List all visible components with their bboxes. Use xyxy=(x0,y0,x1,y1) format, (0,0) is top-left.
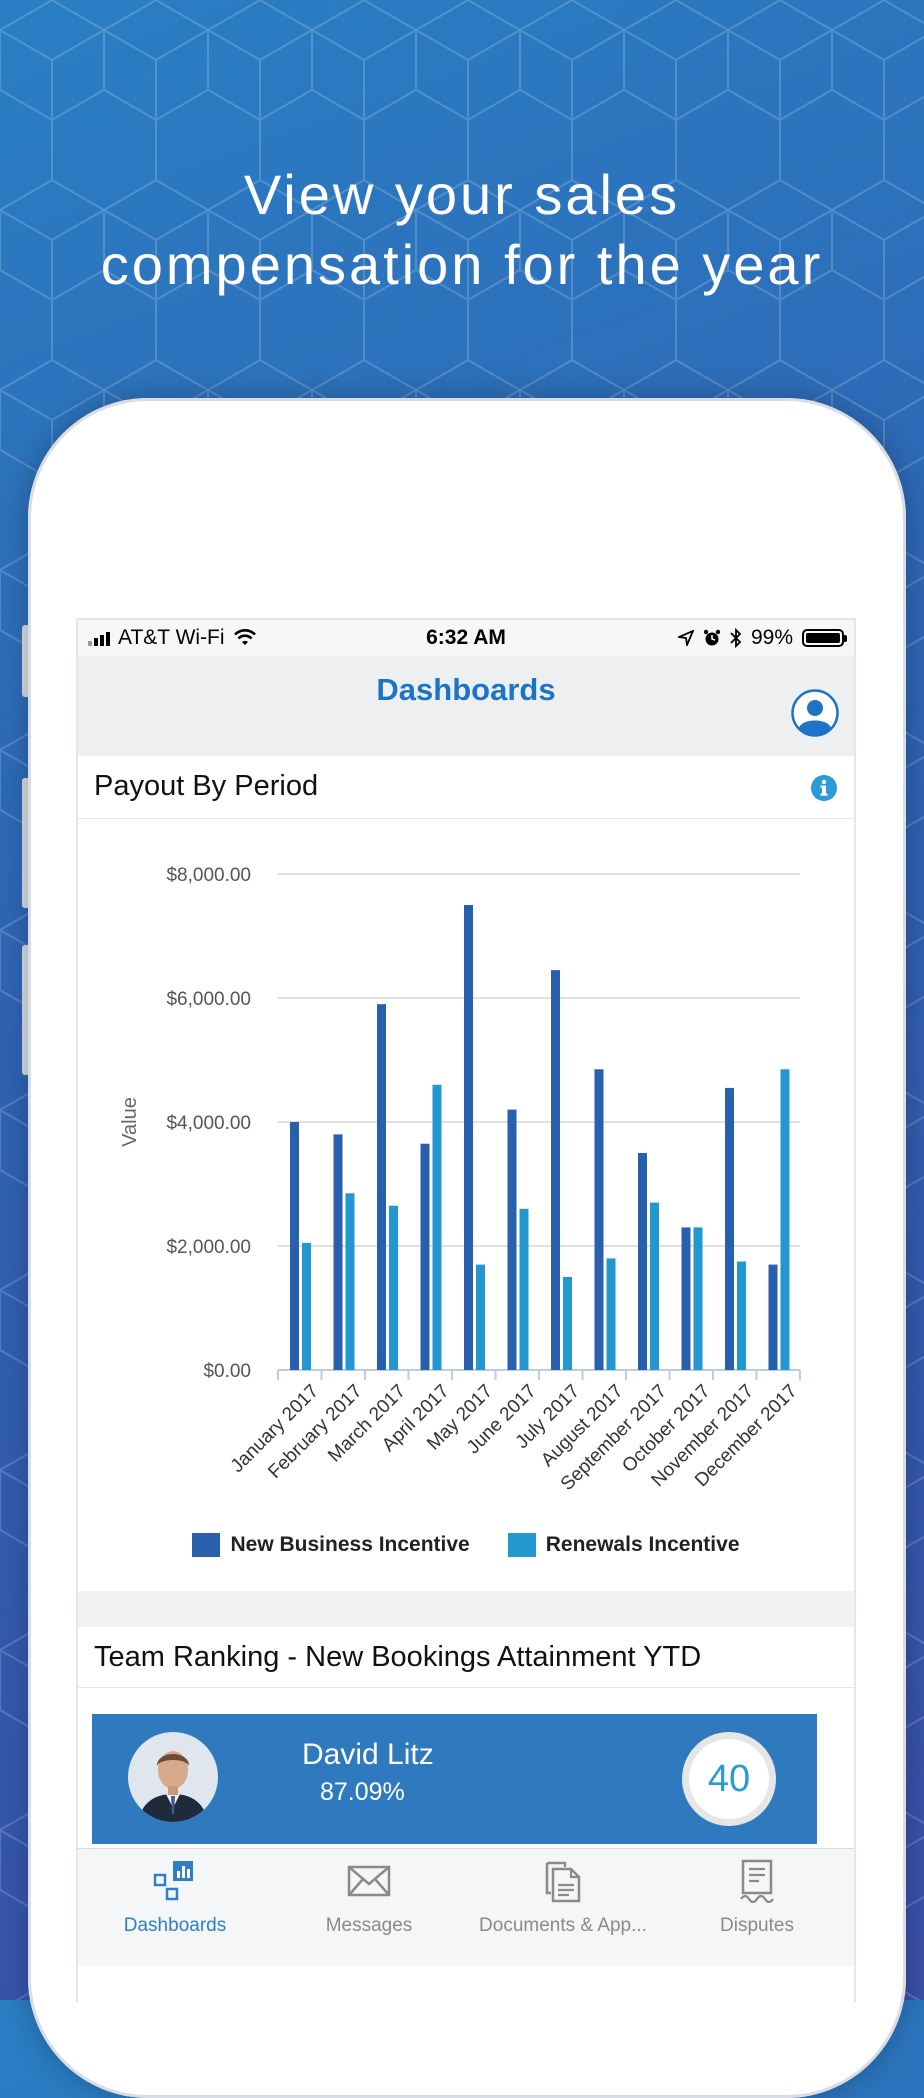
legend-item-new-business[interactable]: New Business Incentive xyxy=(192,1525,470,1565)
carrier-label: AT&T Wi-Fi xyxy=(118,626,225,649)
tab-label: Documents & App... xyxy=(479,1915,647,1936)
bar-new-business xyxy=(507,1109,517,1370)
bar-new-business xyxy=(594,1069,604,1370)
ranking-card-header: Team Ranking - New Bookings Attainment Y… xyxy=(78,1627,854,1688)
bar-renewals xyxy=(389,1205,398,1370)
payout-chart: $0.00 $2,000.00 $4,000.00 $6,000.00 $8,000.0… xyxy=(119,865,802,1495)
nav-bar: Dashboards xyxy=(78,656,854,756)
wifi-icon xyxy=(233,629,256,645)
status-time: 6:32 AM xyxy=(426,626,506,649)
phone-volume-down xyxy=(22,945,30,1075)
bar-renewals xyxy=(302,1242,311,1370)
bar-renewals xyxy=(563,1277,572,1370)
info-icon[interactable] xyxy=(810,774,838,802)
y-tick-label: $0.00 xyxy=(203,1361,251,1382)
status-bar: AT&T Wi-Fi 6:32 AM 99% xyxy=(78,620,854,656)
ranking-card-title: Team Ranking - New Bookings Attainment Y… xyxy=(94,1641,702,1673)
bar-renewals xyxy=(519,1208,529,1370)
bar-new-business xyxy=(290,1122,299,1370)
ranking-entry[interactable]: David Litz 87.09% 40 xyxy=(92,1714,817,1844)
bluetooth-icon xyxy=(730,628,742,648)
tab-label: Dashboards xyxy=(123,1915,227,1936)
ranked-person-name: David Litz xyxy=(302,1738,434,1771)
marketing-headline: View your sales compensation for the yea… xyxy=(0,160,924,300)
y-axis-label: Value xyxy=(119,1097,141,1147)
y-tick-label: $6,000.00 xyxy=(166,989,251,1010)
section-divider xyxy=(78,1591,854,1627)
payout-card-header: Payout By Period xyxy=(78,756,854,819)
y-tick-label: $2,000.00 xyxy=(166,1237,251,1258)
legend-label: Renewals Incentive xyxy=(545,1533,740,1556)
tab-dashboards[interactable]: Dashboards xyxy=(78,1849,272,1967)
chart-legend: New Business Incentive Renewals Incentiv… xyxy=(78,1525,854,1565)
tab-bar: Dashboards Messages Documents & App... xyxy=(78,1848,854,1967)
phone-mute-switch xyxy=(22,625,30,697)
bar-new-business xyxy=(464,905,473,1370)
home-indicator-area xyxy=(78,1966,854,2002)
legend-label: New Business Incentive xyxy=(230,1533,470,1556)
bar-new-business xyxy=(725,1087,734,1370)
tab-label: Messages xyxy=(325,1915,413,1936)
bar-new-business xyxy=(377,1004,386,1370)
tab-documents[interactable]: Documents & App... xyxy=(466,1849,660,1967)
bar-new-business xyxy=(638,1153,647,1370)
bar-renewals xyxy=(650,1202,659,1370)
y-tick-label: $8,000.00 xyxy=(166,865,251,886)
bar-new-business xyxy=(420,1143,430,1370)
messages-icon xyxy=(347,1865,391,1897)
legend-swatch xyxy=(192,1533,221,1557)
tab-messages[interactable]: Messages xyxy=(272,1849,466,1967)
bar-renewals xyxy=(476,1264,485,1370)
rank-badge: 40 xyxy=(682,1732,776,1826)
bar-renewals xyxy=(432,1084,442,1370)
alarm-icon xyxy=(703,629,721,646)
tab-disputes[interactable]: Disputes xyxy=(660,1849,854,1967)
payout-card-title: Payout By Period xyxy=(94,770,319,802)
headline-line-1: View your sales xyxy=(243,163,681,226)
battery-icon xyxy=(802,629,847,647)
bar-new-business xyxy=(551,970,560,1370)
y-tick-label: $4,000.00 xyxy=(166,1113,251,1134)
legend-swatch xyxy=(507,1533,536,1557)
phone-volume-up xyxy=(22,778,30,908)
battery-fill xyxy=(806,633,840,643)
dashboards-icon xyxy=(153,1861,193,1901)
location-icon xyxy=(677,630,694,646)
disputes-icon xyxy=(740,1859,774,1903)
avatar xyxy=(128,1732,218,1822)
app-screen: AT&T Wi-Fi 6:32 AM 99% xyxy=(76,618,856,2002)
bar-renewals xyxy=(737,1261,746,1370)
documents-icon xyxy=(545,1861,581,1903)
rank-number: 40 xyxy=(689,1739,769,1819)
signal-icon xyxy=(88,630,110,646)
bar-new-business xyxy=(768,1264,778,1370)
bar-new-business xyxy=(333,1134,343,1370)
bar-renewals xyxy=(345,1193,355,1370)
profile-icon[interactable] xyxy=(790,688,840,738)
battery-percent: 99% xyxy=(750,626,793,649)
bar-renewals xyxy=(606,1258,616,1370)
bar-renewals xyxy=(693,1227,703,1370)
legend-item-renewals[interactable]: Renewals Incentive xyxy=(507,1525,740,1565)
page-title: Dashboards xyxy=(376,672,556,707)
bar-renewals xyxy=(780,1069,790,1370)
tab-label: Disputes xyxy=(720,1915,794,1936)
bar-new-business xyxy=(681,1227,691,1370)
headline-line-2: compensation for the year xyxy=(100,233,824,296)
attainment-percent: 87.09% xyxy=(320,1778,405,1806)
